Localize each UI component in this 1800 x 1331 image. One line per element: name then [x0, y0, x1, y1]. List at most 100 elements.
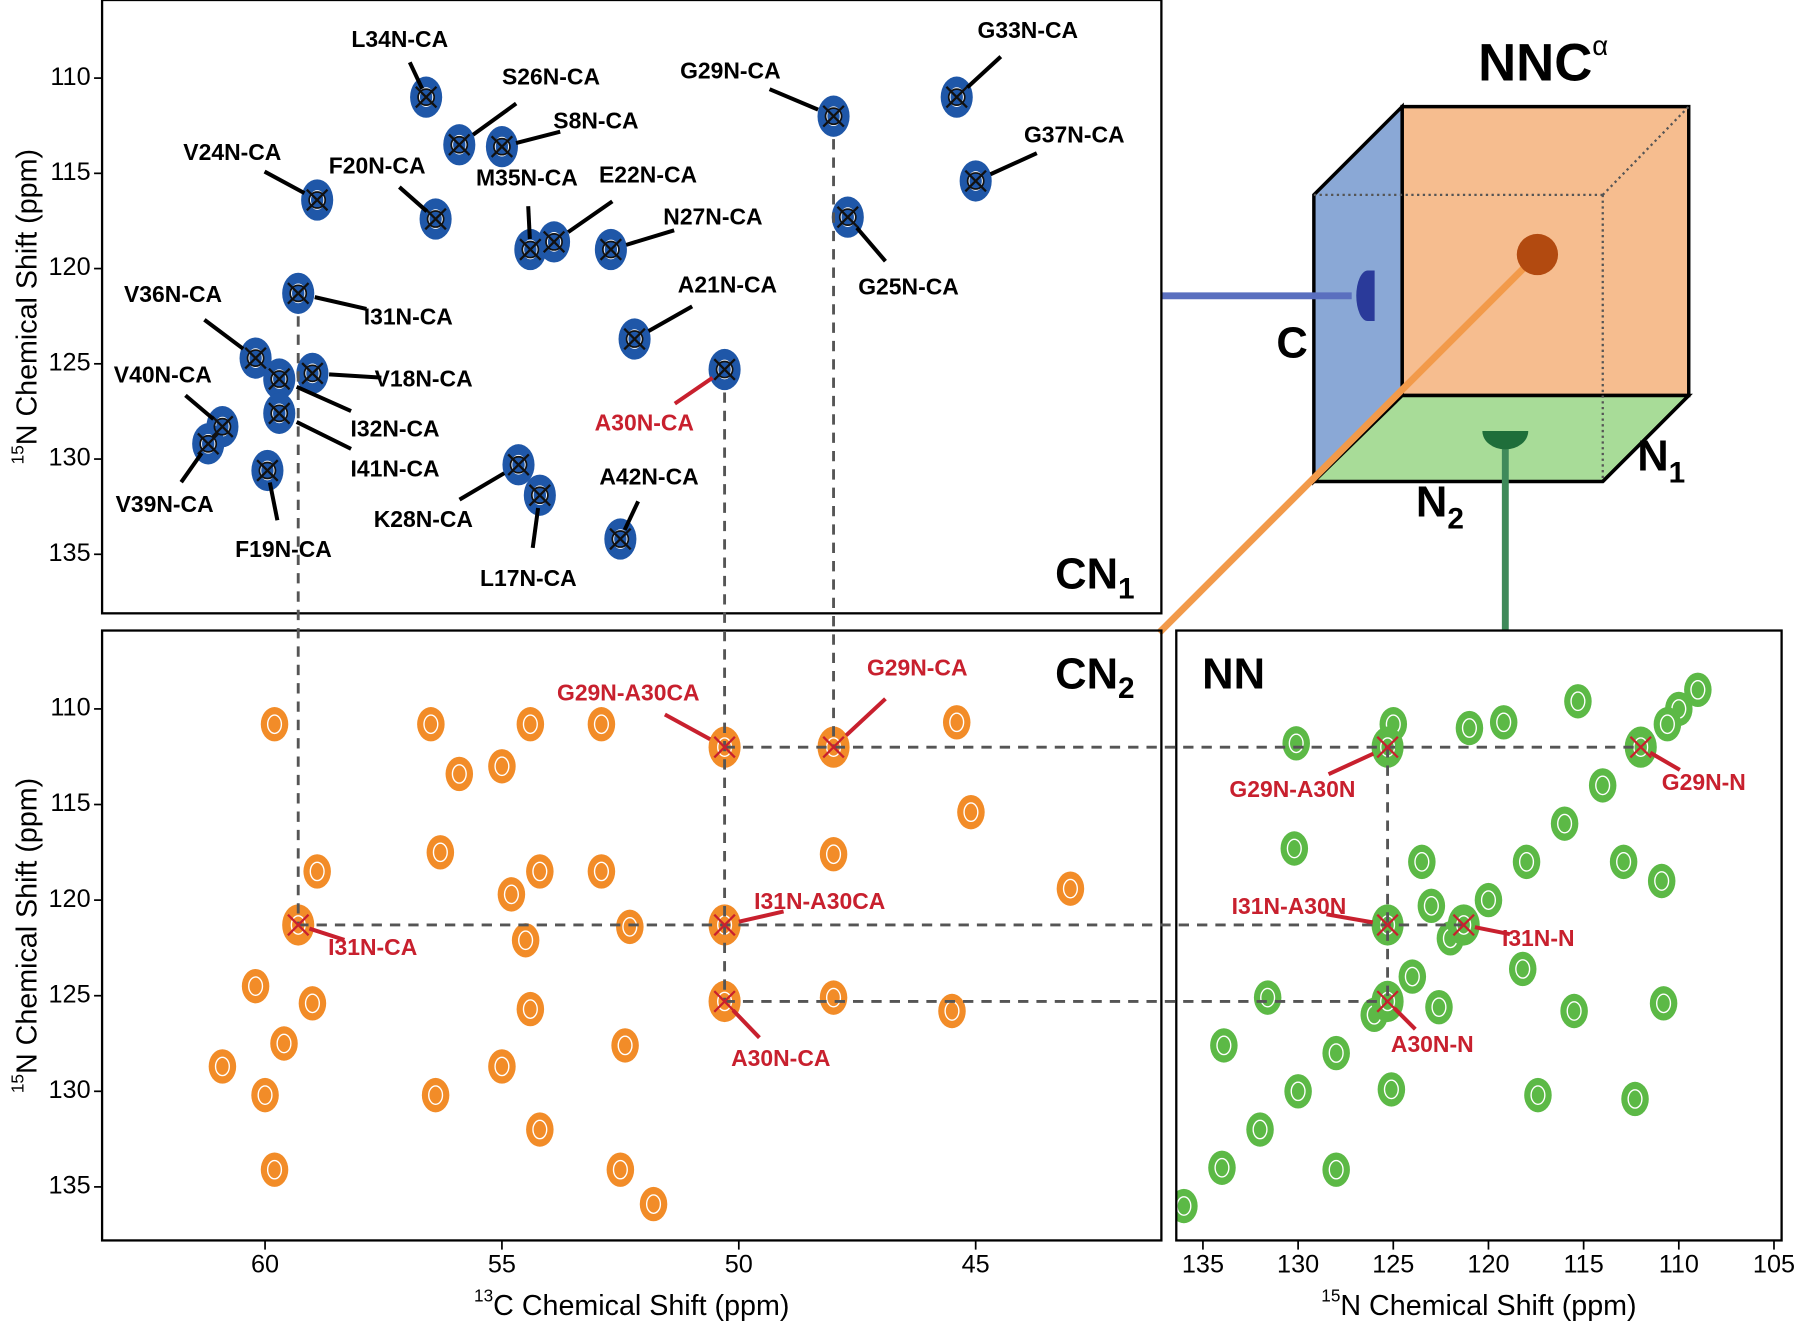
peak-contour-inner	[963, 802, 979, 823]
marker-circle	[824, 107, 843, 126]
peak-contour	[516, 991, 545, 1027]
peak	[587, 854, 616, 889]
peak-contour	[421, 1077, 450, 1113]
marker-cross	[211, 415, 234, 438]
peak	[1408, 844, 1436, 880]
peak	[1253, 980, 1282, 1015]
leader-line	[989, 151, 1038, 177]
marker-cross	[599, 238, 623, 261]
peak-contour-inner	[603, 239, 619, 260]
peak	[819, 837, 848, 872]
leader-line	[515, 129, 561, 145]
peak	[421, 1077, 450, 1113]
peak-contour-inner	[309, 190, 325, 210]
leader-line	[622, 500, 640, 531]
peak	[1282, 726, 1310, 761]
peak-contour	[819, 837, 848, 872]
peak-contour	[938, 993, 966, 1029]
panel-label-sub: 2	[1118, 672, 1135, 705]
peak-ball	[1516, 233, 1559, 276]
peak-contour-inner	[214, 1056, 230, 1077]
plot-area	[208, 705, 1085, 1222]
peak-contour-inner	[494, 136, 510, 157]
peak	[1246, 1112, 1274, 1147]
peak-contour	[1280, 831, 1309, 866]
peak-marker: A30N-N	[1376, 990, 1474, 1057]
peak-contour	[1282, 726, 1310, 761]
x-tick-label: 115	[1564, 1250, 1604, 1278]
peak-contour-inner	[1328, 1159, 1344, 1180]
y-tick-label: 120	[49, 885, 91, 913]
peak-contour-inner	[1290, 1081, 1306, 1102]
peak-marker: I31N-CA	[287, 282, 453, 330]
x-tick-label: 135	[1182, 1250, 1224, 1278]
panel-label-text: CN	[1055, 650, 1118, 698]
peak-contour	[270, 1026, 298, 1061]
peak	[1512, 844, 1541, 880]
panel-label: CN2	[1055, 650, 1134, 705]
peak-contour	[260, 707, 289, 742]
peak-contour-inner	[1414, 852, 1430, 872]
peak-label: A30N-CA	[595, 410, 694, 436]
peak	[526, 854, 554, 889]
leader-line	[673, 376, 714, 406]
peak-marker: G29N-A30CA	[557, 679, 736, 759]
peak-contour	[417, 707, 445, 742]
connector	[1156, 252, 1540, 636]
marker-cross	[287, 282, 310, 305]
peak-label: A42N-CA	[599, 463, 698, 489]
peak	[445, 756, 474, 792]
peak-contour-inner	[1570, 691, 1586, 712]
marker-circle	[213, 417, 232, 436]
peak	[611, 1028, 639, 1063]
peak	[1684, 672, 1712, 707]
peak-contour	[1550, 806, 1579, 841]
peak-contour-inner	[266, 1159, 283, 1180]
peak-contour-inner	[1515, 959, 1531, 979]
peak	[1560, 993, 1588, 1029]
marker-circle	[493, 137, 511, 156]
peak-contour-inner	[1216, 1035, 1232, 1056]
marker-circle	[838, 208, 857, 227]
peak-contour-inner	[257, 1085, 273, 1105]
peak	[1322, 1035, 1350, 1071]
marker-cross	[528, 484, 551, 507]
marker-cross	[1452, 913, 1475, 937]
peak-marker: G25N-CA	[836, 206, 959, 299]
marker-cross	[301, 362, 324, 385]
peak-contour-inner	[1557, 813, 1573, 834]
x-tick-label: 105	[1753, 1250, 1795, 1278]
peak-contour	[426, 835, 455, 870]
x-tick-label: 55	[488, 1250, 516, 1278]
peak-contour	[1253, 980, 1282, 1015]
peak-contour	[260, 1152, 289, 1187]
marker-circle	[545, 233, 563, 251]
leader-line	[768, 87, 819, 112]
peak-marker: S26N-CA	[448, 63, 600, 156]
peak-contour-inner	[451, 764, 467, 784]
x-axis-label-text: N Chemical Shift (ppm)	[1340, 1290, 1636, 1322]
marker-circle	[270, 370, 289, 388]
y-axis-label-text: N Chemical Shift (ppm)	[11, 778, 43, 1074]
peak-contour-inner	[532, 485, 548, 506]
marker-circle	[303, 364, 322, 383]
x-tick-label: 45	[962, 1250, 990, 1278]
marker-cross	[519, 238, 542, 261]
peak-label: I32N-CA	[351, 416, 440, 442]
leader-line	[625, 228, 675, 247]
peak-marker: A21N-CA	[623, 271, 777, 351]
peak-contour	[1560, 993, 1588, 1029]
marker-cross	[268, 367, 291, 391]
marker-circle	[966, 172, 985, 190]
peak	[616, 909, 644, 945]
peak-contour-inner	[825, 987, 842, 1008]
marker-circle	[947, 88, 966, 107]
leader-line	[308, 926, 346, 942]
peak-contour-inner	[1423, 895, 1439, 916]
peak-contour	[611, 1028, 639, 1063]
marker-cross	[448, 133, 471, 156]
peak-contour-inner	[290, 283, 306, 304]
peak-marker: I32N-CA	[268, 367, 440, 442]
x-tick-label: 50	[725, 1250, 753, 1278]
